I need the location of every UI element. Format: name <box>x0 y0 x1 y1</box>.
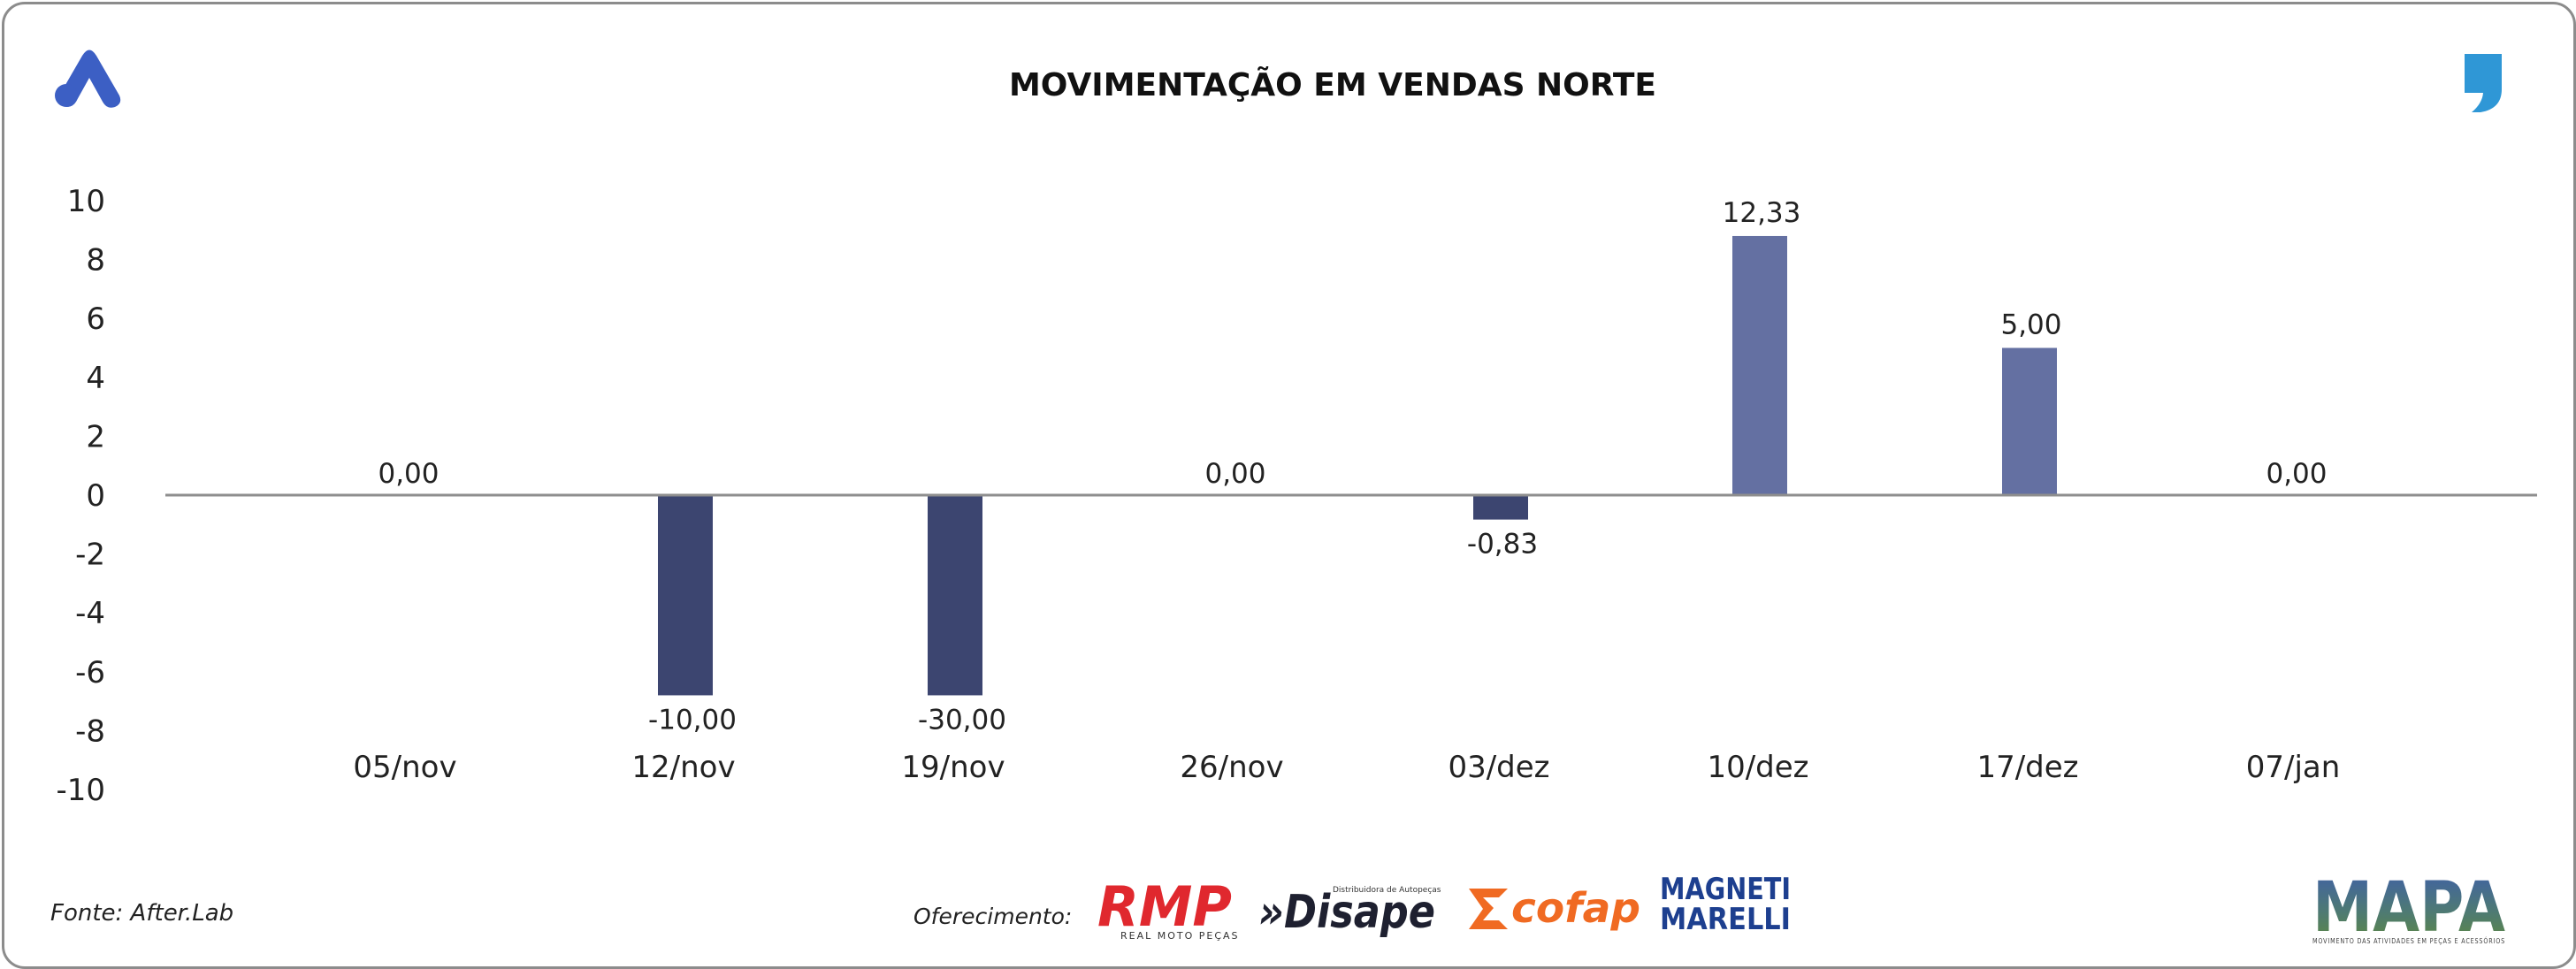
bar-03/dez <box>1473 495 1528 520</box>
data-label: -10,00 <box>648 704 737 736</box>
rmp-logo: RMP REAL MOTO PEÇAS <box>1097 874 1240 942</box>
bar-12/nov <box>658 495 713 696</box>
afterlab-logo-icon <box>55 50 121 108</box>
bars-group <box>658 235 2057 696</box>
data-label: 5,00 <box>2000 309 2061 341</box>
x-tick-label: 26/nov <box>1180 750 1283 785</box>
y-tick-label: 8 <box>86 243 105 278</box>
source-text: Fonte: After.Lab <box>50 900 233 927</box>
x-tick-label: 07/jan <box>2246 750 2341 785</box>
data-label: 12,33 <box>1723 197 1801 229</box>
chart-svg: MOVIMENTAÇÃO EM VENDAS NORTE 10 8 6 4 2 0 -2 -4… <box>50 50 2537 948</box>
cofap-mark-icon <box>1469 889 1508 929</box>
sponsor-label: Oferecimento: <box>913 904 1072 929</box>
data-label: 0,00 <box>1204 458 1265 490</box>
data-label: 0,00 <box>2266 458 2327 490</box>
data-label: 0,00 <box>378 458 439 490</box>
svg-text:MAGNETI: MAGNETI <box>1660 872 1791 907</box>
svg-text:MARELLI: MARELLI <box>1660 902 1791 937</box>
y-tick-label: 2 <box>86 419 105 454</box>
svg-text:»Disape: »Disape <box>1258 886 1435 939</box>
y-tick-label: -8 <box>75 713 105 749</box>
svg-text:REAL MOTO PEÇAS: REAL MOTO PEÇAS <box>1120 930 1240 942</box>
svg-text:MOVIMENTO DAS ATIVIDADES EM PE: MOVIMENTO DAS ATIVIDADES EM PEÇAS E ACES… <box>2312 935 2505 945</box>
svg-text:MAPA: MAPA <box>2312 868 2505 948</box>
x-tick-label: 05/nov <box>353 750 456 785</box>
bar-19/nov <box>928 495 982 696</box>
x-tick-label: 17/dez <box>1976 750 2078 785</box>
bar-17/dez <box>2002 347 2057 495</box>
svg-text:Distribuidora de Autopeças: Distribuidora de Autopeças <box>1333 886 1441 895</box>
data-label: -0,83 <box>1467 529 1538 561</box>
y-tick-label: -4 <box>75 596 105 631</box>
chart-title: MOVIMENTAÇÃO EM VENDAS NORTE <box>1009 66 1656 103</box>
disape-logo: Distribuidora de Autopeças »Disape <box>1258 886 1441 939</box>
y-tick-label: -10 <box>56 773 105 808</box>
x-tick-label: 19/nov <box>901 750 1005 785</box>
quote-mark-icon <box>2465 54 2502 112</box>
svg-text:RMP: RMP <box>1097 874 1232 939</box>
x-tick-label: 03/dez <box>1448 750 1549 785</box>
y-tick-label: 4 <box>86 361 105 396</box>
magneti-marelli-logo: MAGNETI MARELLI <box>1660 872 1791 937</box>
x-tick-label: 12/nov <box>631 750 735 785</box>
data-labels-group: 0,00 -10,00 -30,00 0,00 -0,83 12,33 5,00 0,00 <box>378 197 2327 736</box>
bar-10/dez <box>1732 235 1787 495</box>
y-tick-label: 6 <box>86 301 105 337</box>
y-tick-label: 0 <box>86 478 105 514</box>
mapa-logo: MAPA MOVIMENTO DAS ATIVIDADES EM PEÇAS E… <box>2312 868 2505 948</box>
data-label: -30,00 <box>918 704 1006 736</box>
x-tick-label: 10/dez <box>1707 750 1808 785</box>
svg-text:cofap: cofap <box>1511 884 1640 932</box>
y-tick-label: -6 <box>75 655 105 691</box>
y-tick-label: -2 <box>75 538 105 573</box>
y-tick-label: 10 <box>67 184 105 219</box>
x-axis: 05/nov 12/nov 19/nov 26/nov 03/dez 10/dez 17/d… <box>353 750 2340 785</box>
cofap-logo: cofap <box>1469 884 1640 932</box>
y-axis: 10 8 6 4 2 0 -2 -4 -6 -8 -10 <box>56 184 105 808</box>
